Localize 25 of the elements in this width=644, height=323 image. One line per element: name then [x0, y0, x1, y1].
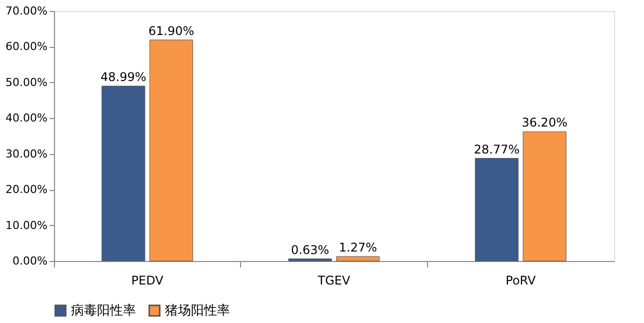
- legend-label: 病毒阳性率: [71, 302, 136, 319]
- data-label: 28.77%: [474, 142, 520, 156]
- y-tick-label: 40.00%: [6, 112, 48, 125]
- data-label: 0.63%: [291, 242, 330, 257]
- x-tick-label: PEDV: [131, 274, 164, 288]
- bar: [102, 86, 146, 262]
- data-label: 61.90%: [148, 24, 194, 38]
- x-tick-label: TGEV: [316, 274, 351, 288]
- x-tick-label: PoRV: [506, 274, 536, 288]
- data-label: 1.27%: [338, 240, 377, 254]
- y-tick-label: 10.00%: [6, 218, 48, 232]
- bar: [474, 158, 519, 262]
- y-tick-label: 50.00%: [6, 76, 48, 89]
- bar: [336, 256, 380, 262]
- bar: [288, 258, 332, 262]
- y-tick-label: 30.00%: [6, 147, 48, 160]
- y-tick-label: 0.00%: [12, 254, 48, 268]
- y-tick-label: 60.00%: [6, 40, 48, 54]
- y-tick-label: 20.00%: [6, 183, 48, 196]
- bar: [149, 40, 194, 262]
- data-label: 48.99%: [100, 70, 146, 84]
- legend-label: 猪场阳性率: [165, 302, 230, 319]
- y-tick-label: 70.00%: [6, 4, 48, 18]
- data-label: 36.20%: [522, 116, 568, 130]
- bar: [522, 131, 566, 262]
